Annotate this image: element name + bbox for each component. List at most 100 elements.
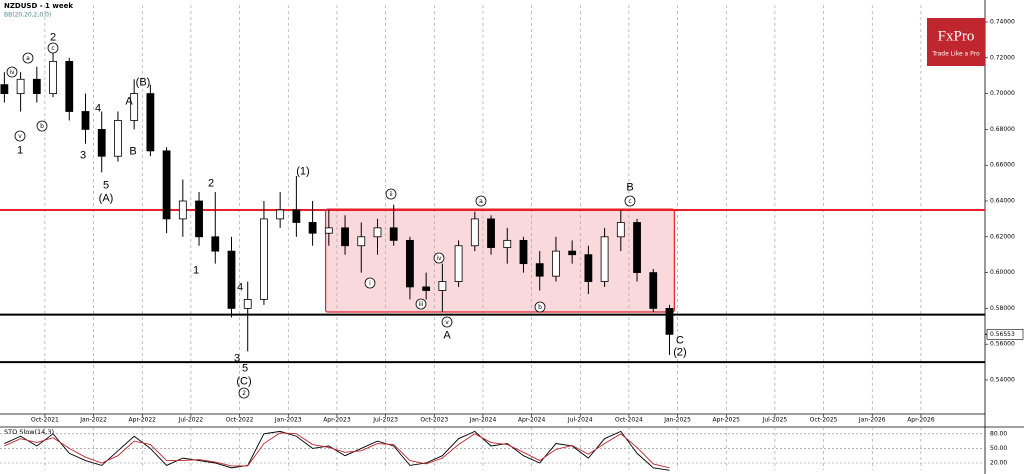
candle	[519, 236, 528, 273]
wave-label: A	[125, 95, 133, 107]
candle	[97, 111, 106, 173]
x-tick-label: Apr-2023	[323, 417, 351, 424]
candle	[308, 200, 317, 246]
wave-label: (A)	[99, 192, 114, 204]
wave-label: 5	[242, 362, 248, 374]
wave-label: ii	[389, 191, 393, 198]
wave-label: 2	[208, 177, 214, 189]
wave-label: 2	[50, 31, 56, 43]
y-tick-label: 0.74000	[990, 19, 1015, 26]
wave-circle	[364, 277, 376, 289]
wave-label: (1)	[296, 165, 309, 177]
y-tick-label: 0.60000	[990, 269, 1015, 276]
y-tick-label: 0.54000	[990, 376, 1015, 383]
candle	[292, 175, 301, 237]
wave-label: A	[443, 329, 451, 341]
candle-body	[422, 286, 431, 291]
candle-body	[568, 250, 577, 256]
y-tick-label: 0.64000	[990, 197, 1015, 204]
candle-body	[665, 307, 674, 335]
candle	[195, 192, 203, 246]
candle-body	[616, 222, 625, 238]
candle-body	[276, 209, 285, 220]
wave-label: 4	[95, 102, 101, 114]
candle-body	[454, 245, 463, 282]
wave-label: b	[538, 304, 542, 311]
wave-label: 5	[103, 179, 109, 191]
y-tick-label: 0.58000	[990, 305, 1015, 312]
candle-body	[16, 78, 25, 95]
wave-circle	[534, 301, 546, 313]
wave-circle	[47, 42, 59, 54]
wave-circle	[433, 252, 445, 264]
candle-body	[503, 239, 512, 248]
x-tick-label: Apr-2022	[129, 417, 157, 424]
candle-body	[357, 236, 366, 247]
x-tick-label: Oct-2021	[31, 417, 59, 424]
candle	[454, 240, 463, 287]
candle-body	[260, 218, 268, 300]
wave-label: i	[369, 280, 371, 287]
candle	[276, 192, 285, 228]
wave-label: (C)	[236, 375, 251, 387]
candle	[422, 272, 431, 300]
candle-body	[32, 78, 41, 95]
x-tick-label: Jan-2024	[469, 417, 497, 424]
candle-body	[633, 222, 641, 273]
candle	[32, 66, 41, 103]
candle	[600, 227, 609, 287]
candle-body	[162, 150, 171, 220]
candle-body	[600, 236, 609, 282]
y-tick-label: 0.72000	[990, 54, 1015, 61]
x-tick-label: Jan-2025	[663, 417, 691, 424]
wave-label: C	[676, 334, 684, 346]
candle	[665, 304, 674, 355]
y-tick-label: 0.68000	[990, 126, 1015, 133]
wave-label: 3	[80, 149, 86, 161]
candle-body	[487, 218, 495, 248]
candle	[438, 263, 447, 312]
candle-body	[552, 250, 560, 277]
oscillator-title: STO Slow(14,3)	[4, 428, 54, 436]
candle	[81, 93, 90, 144]
candle-body	[406, 239, 414, 288]
candle	[65, 57, 74, 121]
candle-body	[114, 120, 122, 157]
candle	[649, 269, 658, 312]
candle-body	[389, 227, 398, 241]
y-tick-label: 0.56000	[990, 341, 1015, 348]
wave-label: iii	[418, 301, 423, 308]
wave-circle	[475, 195, 487, 207]
oscillator-tick-label: 50.00	[990, 445, 1007, 452]
wave-label: a	[479, 198, 483, 205]
candle-body	[341, 227, 349, 247]
x-tick-label: Jan-2022	[79, 417, 107, 424]
last-price-label: 0.56553	[990, 331, 1015, 338]
candle	[633, 218, 641, 282]
candle	[49, 50, 57, 98]
candle	[487, 215, 495, 255]
wave-circle	[415, 298, 427, 310]
wave-label: iv	[436, 255, 442, 262]
candle	[470, 211, 479, 252]
wave-circle	[36, 120, 48, 132]
wave-label: v	[18, 133, 22, 140]
candle	[341, 215, 349, 255]
x-tick-label: Apr-2025	[713, 417, 741, 424]
wave-label: 3	[234, 352, 240, 364]
candle	[211, 192, 220, 264]
candle	[568, 240, 577, 264]
candle	[227, 236, 236, 318]
indicator-label: BB(20,20,2,0,0)	[4, 12, 51, 19]
candle-body	[649, 272, 658, 309]
candle	[389, 204, 398, 246]
candle-body	[49, 60, 57, 95]
candle-body	[438, 281, 447, 291]
wave-label: b	[40, 123, 44, 130]
wave-label: B	[129, 145, 136, 157]
candle	[552, 236, 560, 282]
candle	[616, 209, 625, 252]
candle	[114, 111, 122, 162]
wave-label: 1	[17, 144, 23, 156]
